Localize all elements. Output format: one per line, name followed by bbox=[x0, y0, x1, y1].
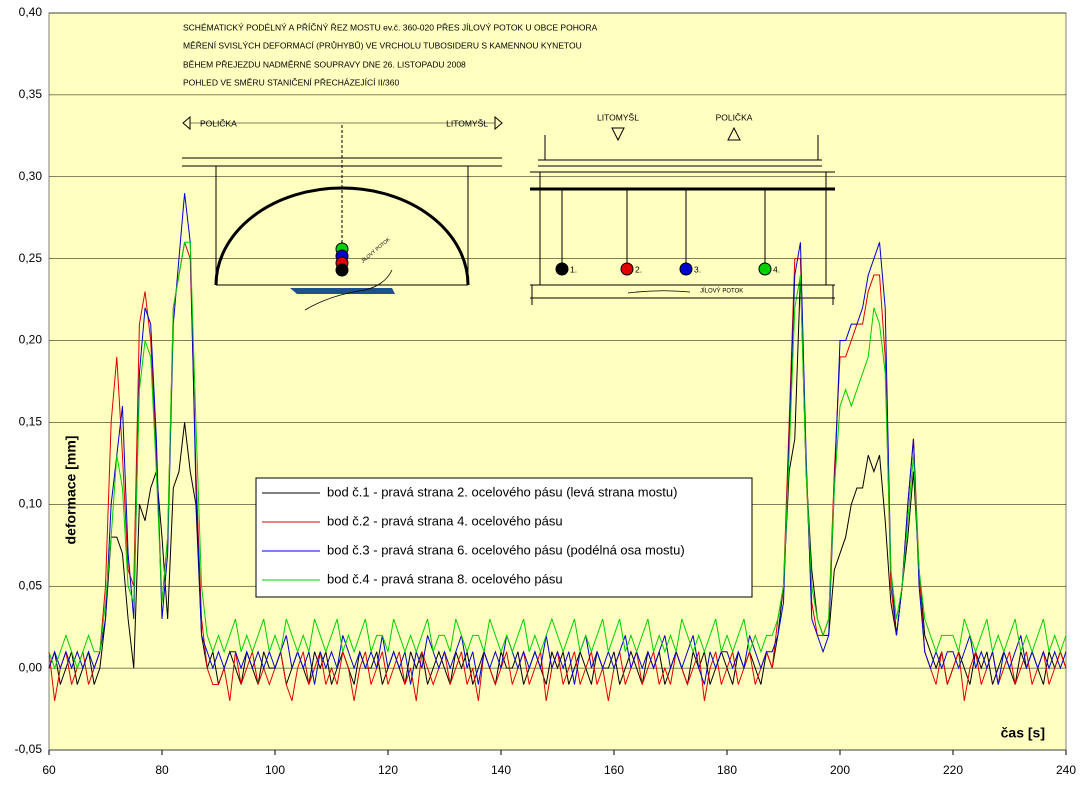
legend: bod č.1 - pravá strana 2. ocelového pásu… bbox=[255, 477, 753, 598]
annotation: JÍLOVÝ POTOK bbox=[700, 288, 743, 295]
series-line bbox=[48, 241, 1067, 670]
legend-label: bod č.1 - pravá strana 2. ocelového pásu… bbox=[327, 484, 677, 499]
legend-label: bod č.3 - pravá strana 6. ocelového pásu… bbox=[327, 542, 685, 557]
y-tick-label: 0,05 bbox=[19, 578, 43, 592]
title-line: MĚŘENÍ SVISLÝCH DEFORMACÍ (PRŮHYBŮ) VE V… bbox=[183, 39, 582, 50]
x-tick-label: 220 bbox=[943, 763, 963, 777]
title-line: BĚHEM PŘEJEZDU NADMĚRNÉ SOUPRAVY DNE 26.… bbox=[183, 59, 466, 69]
annotation: 1. bbox=[570, 264, 577, 274]
point-marker bbox=[620, 262, 634, 276]
y-tick-label: 0,10 bbox=[19, 497, 43, 511]
y-tick-label: 0,20 bbox=[19, 333, 43, 347]
point-marker bbox=[679, 262, 693, 276]
legend-label: bod č.2 - pravá strana 4. ocelového pásu bbox=[327, 513, 563, 528]
annotation: LITOMYŠL bbox=[597, 112, 639, 122]
y-tick-label: 0,40 bbox=[19, 5, 43, 19]
point-marker bbox=[555, 262, 569, 276]
arch bbox=[214, 186, 470, 286]
x-tick-label: 80 bbox=[155, 763, 169, 777]
annotation: POLIČKA bbox=[200, 118, 237, 128]
x-tick-label: 160 bbox=[604, 763, 624, 777]
direction-arrow bbox=[611, 126, 741, 142]
structure bbox=[530, 189, 835, 305]
x-tick-label: 180 bbox=[717, 763, 737, 777]
annotation: POLIČKA bbox=[716, 112, 753, 122]
x-tick-label: 240 bbox=[1056, 763, 1076, 777]
stream bbox=[304, 269, 393, 311]
x-tick-label: 100 bbox=[265, 763, 285, 777]
x-tick-label: 60 bbox=[42, 763, 56, 777]
title-line: POHLED VE SMĚRU STANIČENÍ PŘECHÁZEJÍCÍ I… bbox=[183, 77, 399, 87]
point-marker bbox=[335, 263, 349, 277]
plot-area bbox=[48, 12, 1067, 751]
stream bbox=[627, 290, 691, 294]
y-tick-label: 0,30 bbox=[19, 169, 43, 183]
y-tick-label: -0,05 bbox=[15, 742, 43, 756]
y-tick-label: 0,00 bbox=[19, 660, 43, 674]
water bbox=[290, 288, 395, 294]
title-line: SCHÉMATICKÝ PODÉLNÝ A PŘÍČNÝ ŘEZ MOSTU e… bbox=[183, 22, 598, 32]
ticks: -0,05 0,00 0,05 0,10 0,15 0,20 0,25 0,30 0,35 0,4… bbox=[15, 5, 1077, 777]
legend-box bbox=[255, 477, 753, 598]
annotation: 3. bbox=[694, 264, 701, 274]
grid bbox=[49, 12, 1066, 751]
annotation: 2. bbox=[635, 264, 642, 274]
x-axis-label: čas [s] bbox=[1001, 725, 1045, 741]
series-lines bbox=[48, 193, 1067, 702]
annotation: 4. bbox=[773, 264, 780, 274]
y-tick-label: 0,15 bbox=[19, 415, 43, 429]
x-tick-label: 120 bbox=[378, 763, 398, 777]
legend-label: bod č.4 - pravá strana 8. ocelového pásu bbox=[327, 571, 563, 586]
y-tick-label: 0,25 bbox=[19, 251, 43, 265]
y-tick-label: 0,35 bbox=[19, 87, 43, 101]
annotation: LITOMYŠL bbox=[446, 118, 488, 128]
series-line bbox=[48, 193, 1067, 685]
schematic: SCHÉMATICKÝ PODÉLNÝ A PŘÍČNÝ ŘEZ MOSTU e… bbox=[182, 22, 835, 311]
y-axis-label: deformace [mm] bbox=[63, 436, 79, 545]
x-tick-label: 200 bbox=[830, 763, 850, 777]
point-marker bbox=[758, 262, 772, 276]
deck bbox=[530, 135, 835, 285]
x-tick-label: 140 bbox=[491, 763, 511, 777]
